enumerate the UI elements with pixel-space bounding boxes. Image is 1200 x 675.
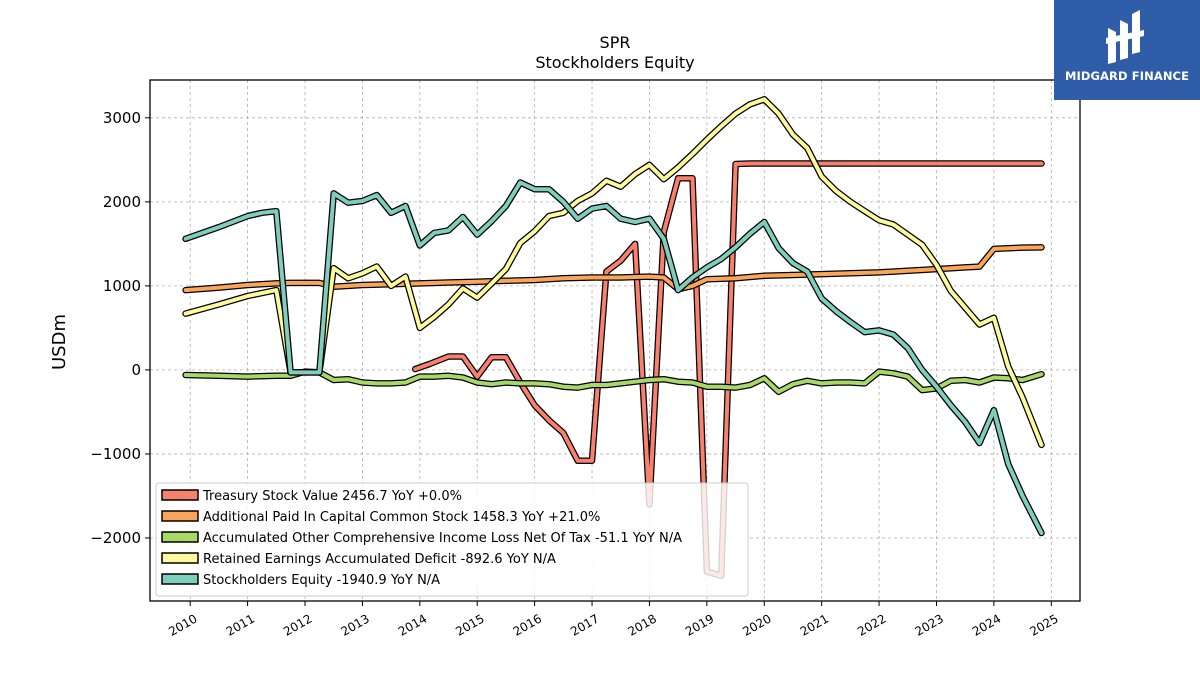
midgard-logo-icon (1106, 10, 1144, 64)
series-line (183, 97, 1044, 447)
legend-label: Accumulated Other Comprehensive Income L… (203, 531, 682, 546)
series-line (183, 180, 1044, 535)
x-tick-label: 2015 (453, 611, 486, 638)
series-retained-earnings-accumulated-deficit (182, 96, 1045, 449)
legend-item: Accumulated Other Comprehensive Income L… (161, 531, 682, 546)
x-tick-label: 2016 (511, 611, 544, 638)
x-tick-label: 2014 (396, 611, 429, 638)
legend-item: Treasury Stock Value 2456.7 YoY +0.0% (161, 489, 462, 504)
legend-label: Stockholders Equity -1940.9 YoY N/A (203, 573, 440, 588)
y-tick-label: 1000 (103, 277, 141, 295)
series-accumulated-other-comprehensive-income-loss-net-of-tax (182, 368, 1045, 396)
series-stockholders-equity (182, 179, 1045, 537)
legend-swatch (161, 489, 199, 501)
legend-item: Retained Earnings Accumulated Deficit -8… (161, 552, 556, 567)
legend-label: Retained Earnings Accumulated Deficit -8… (203, 552, 556, 567)
series-line (183, 369, 1044, 394)
brand-logo: MIDGARD FINANCE (1054, 0, 1200, 100)
x-axis-ticks: 2010 2011 2012 2013 2014 2015 2016 2017 2018 2019… (166, 601, 1061, 639)
plot-area-frame (149, 79, 1081, 602)
legend-item: Additional Paid In Capital Common Stock … (161, 510, 600, 525)
x-tick-label: 2022 (855, 611, 888, 638)
x-tick-label: 2011 (224, 611, 257, 638)
x-tick-label: 2023 (913, 611, 946, 638)
y-tick-label: 0 (131, 361, 141, 379)
legend-swatch (161, 510, 199, 522)
x-tick-label: 2024 (970, 611, 1003, 638)
x-tick-label: 2025 (1027, 611, 1060, 638)
legend-box (155, 482, 749, 597)
chart-title: SPR (600, 33, 631, 52)
series-line (413, 161, 1044, 578)
x-tick-label: 2013 (338, 611, 371, 638)
series-treasury-stock-value (411, 160, 1045, 580)
series-line (183, 245, 1044, 293)
series-lines (182, 96, 1045, 580)
legend-label: Additional Paid In Capital Common Stock … (203, 510, 600, 525)
legend-swatch (161, 531, 199, 543)
y-axis-label: USDm (49, 314, 70, 370)
y-axis-ticks: −2000 −1000 0 1000 2000 3000 (90, 109, 150, 547)
chart-subtitle: Stockholders Equity (535, 53, 694, 72)
x-tick-label: 2018 (625, 611, 658, 638)
legend-swatch (161, 573, 199, 585)
series-additional-paid-in-capital-common-stock (182, 244, 1045, 294)
brand-logo-text: MIDGARD FINANCE (1064, 69, 1190, 83)
legend-swatch (161, 552, 199, 564)
x-tick-label: 2020 (740, 611, 773, 638)
y-tick-label: −2000 (90, 529, 141, 547)
x-tick-label: 2012 (281, 611, 314, 638)
legend-item: Stockholders Equity -1940.9 YoY N/A (161, 573, 440, 588)
y-tick-label: −1000 (90, 445, 141, 463)
x-tick-label: 2019 (683, 611, 716, 638)
legend: Treasury Stock Value 2456.7 YoY +0.0% Add… (155, 482, 749, 597)
legend-label: Treasury Stock Value 2456.7 YoY +0.0% (202, 489, 462, 504)
y-tick-label: 3000 (103, 109, 141, 127)
x-tick-label: 2017 (568, 611, 601, 638)
y-tick-label: 2000 (103, 193, 141, 211)
x-tick-label: 2010 (166, 611, 199, 638)
x-tick-label: 2021 (798, 611, 831, 638)
